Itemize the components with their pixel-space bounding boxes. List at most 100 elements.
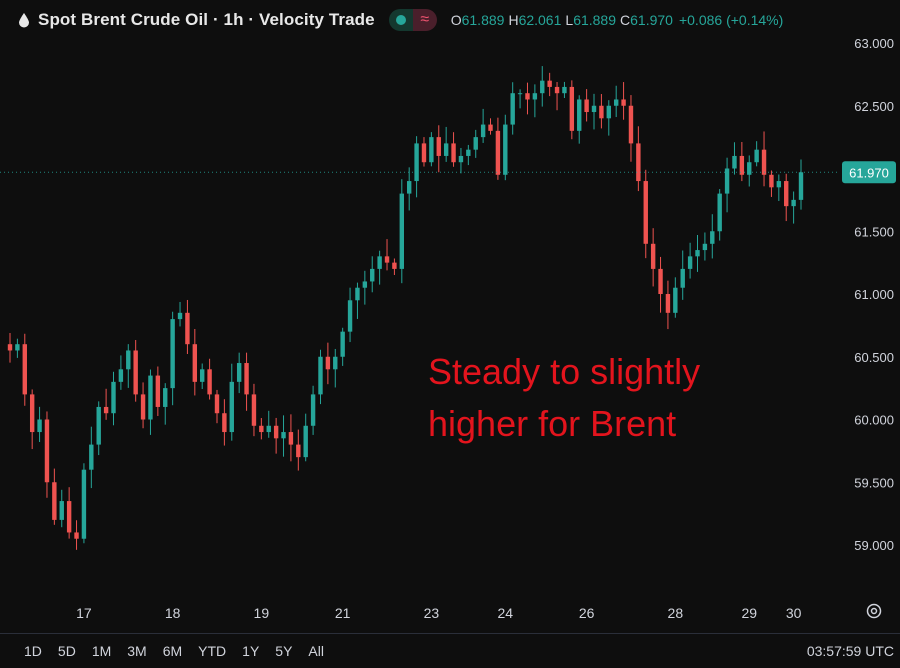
x-tick-label: 29 (741, 605, 757, 621)
candle (791, 191, 796, 224)
y-tick-label: 60.500 (854, 350, 894, 365)
candle (665, 280, 671, 330)
svg-text:61.970: 61.970 (849, 165, 889, 180)
settings-gear-icon[interactable] (864, 601, 884, 621)
range-button-5y[interactable]: 5Y (267, 643, 300, 659)
candle (222, 399, 227, 446)
candle (621, 82, 626, 120)
candle (384, 239, 390, 271)
candle (687, 242, 693, 279)
candle (488, 118, 493, 135)
candle (392, 258, 397, 275)
candle (310, 385, 316, 435)
y-tick-label: 63.000 (854, 36, 894, 51)
range-button-5d[interactable]: 5D (50, 643, 84, 659)
candle (525, 82, 530, 115)
candle (443, 126, 449, 162)
candle (148, 369, 153, 435)
candle (510, 82, 515, 135)
candle (7, 333, 13, 363)
candle (606, 100, 611, 136)
range-button-1m[interactable]: 1M (84, 643, 119, 659)
y-tick-label: 61.500 (854, 224, 894, 239)
candle (362, 270, 368, 305)
candle (584, 89, 589, 122)
candles-group (7, 66, 804, 550)
candle (111, 371, 116, 426)
candle (74, 520, 79, 550)
candle (458, 147, 464, 174)
drop-icon (19, 13, 29, 28)
range-button-6m[interactable]: 6M (155, 643, 190, 659)
candle (399, 179, 405, 284)
x-tick-label: 26 (579, 605, 595, 621)
range-button-all[interactable]: All (300, 643, 332, 659)
utc-clock[interactable]: 03:57:59 UTC (806, 643, 894, 659)
candle (192, 329, 198, 396)
range-button-1d[interactable]: 1D (16, 643, 50, 659)
range-button-1y[interactable]: 1Y (234, 643, 267, 659)
candle (613, 85, 619, 118)
candle (214, 389, 220, 424)
candle (503, 114, 508, 181)
candle (562, 81, 567, 98)
range-button-ytd[interactable]: YTD (190, 643, 234, 659)
candle (318, 349, 323, 405)
x-tick-label: 24 (498, 605, 514, 621)
range-button-3m[interactable]: 3M (119, 643, 154, 659)
delayed-wave-icon: ≈ (412, 9, 437, 31)
candle (281, 415, 286, 457)
candle (421, 137, 427, 167)
symbol-title[interactable]: Spot Brent Crude Oil · 1h · Velocity Tra… (38, 10, 375, 29)
candle (710, 214, 715, 259)
price-chart[interactable]: 63.00062.50062.00061.50061.00060.50060.0… (0, 0, 900, 633)
candle (170, 311, 175, 406)
candle (155, 366, 161, 416)
candle (259, 418, 264, 440)
candle (244, 352, 249, 411)
candle (406, 167, 412, 211)
candle (739, 141, 745, 182)
candle (591, 93, 597, 130)
candle (126, 344, 131, 388)
candle (236, 352, 242, 394)
candle (325, 342, 331, 385)
candle (296, 429, 301, 471)
candle (185, 299, 190, 355)
candle (414, 136, 419, 198)
candle (451, 132, 456, 167)
candle (769, 170, 774, 197)
candle (732, 142, 737, 175)
candle (776, 174, 782, 201)
chart-footer: 1D 5D 1M 3M 6M YTD 1Y 5Y All 03:57:59 UTC (0, 633, 900, 668)
x-tick-label: 28 (668, 605, 684, 621)
y-tick-label: 62.500 (854, 99, 894, 114)
candle (717, 189, 722, 241)
candle (163, 383, 168, 425)
candle (636, 126, 641, 192)
candle (540, 66, 545, 107)
y-tick-label: 59.000 (854, 538, 894, 553)
candle (333, 348, 338, 388)
candle (377, 250, 382, 285)
candle (140, 382, 146, 429)
candle (798, 159, 804, 210)
candle (473, 129, 478, 158)
market-open-dot-icon (388, 9, 413, 31)
candle (273, 417, 279, 454)
market-status[interactable]: ≈ (388, 9, 437, 31)
candle (89, 426, 94, 489)
candle (303, 413, 308, 462)
candle (177, 301, 183, 327)
candle (680, 250, 685, 300)
candle (577, 95, 582, 144)
candle (599, 94, 604, 129)
y-tick-label: 61.000 (854, 287, 894, 302)
candle (761, 131, 767, 187)
candle (229, 363, 234, 441)
candle (695, 235, 700, 272)
annotation-line-2: higher for Brent (428, 403, 677, 444)
ohlc-values: O61.889 H62.061 L61.889 C61.970 +0.086 (… (450, 12, 784, 28)
candle (44, 411, 50, 498)
candle (466, 144, 471, 166)
